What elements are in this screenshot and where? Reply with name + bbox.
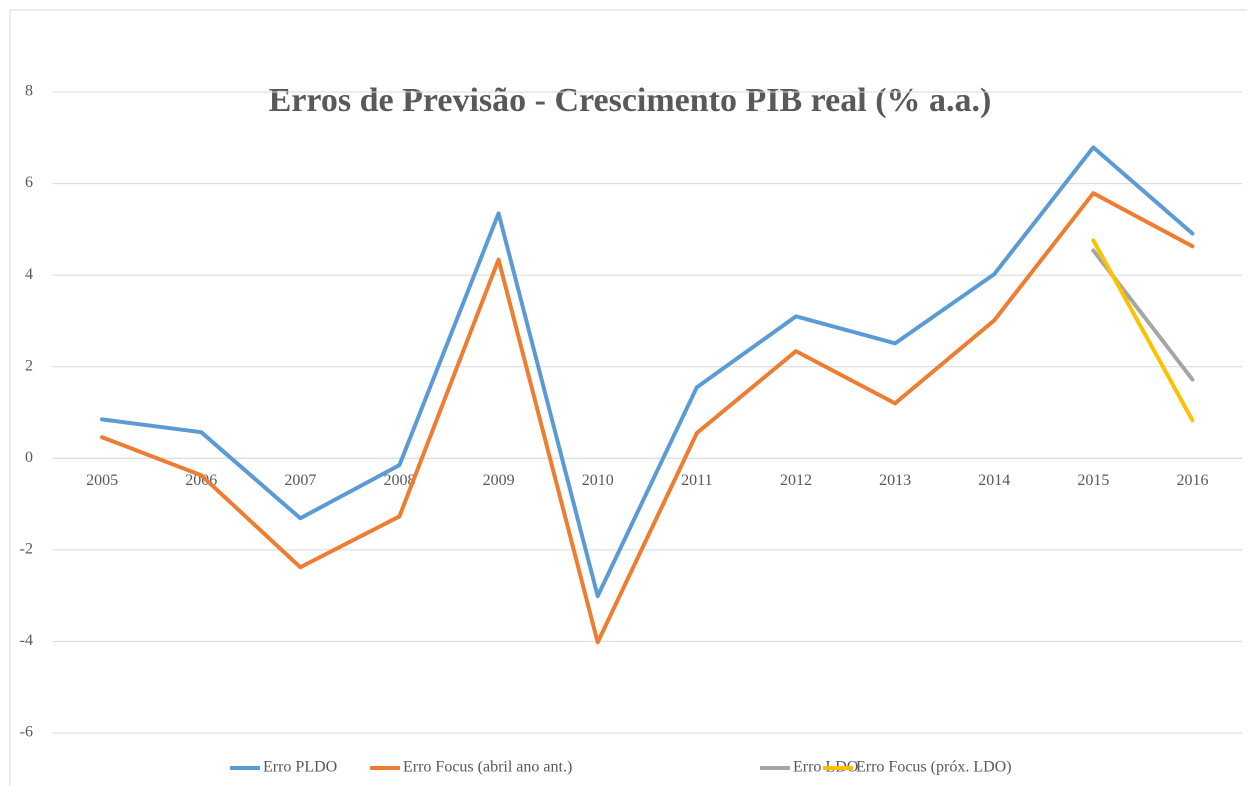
x-tick-label: 2008 xyxy=(383,472,415,489)
x-tick-label: 2011 xyxy=(681,472,712,489)
x-tick-label: 2005 xyxy=(86,472,118,489)
y-tick-label: -6 xyxy=(20,724,33,741)
x-tick-label: 2010 xyxy=(582,472,614,489)
y-tick-label: 4 xyxy=(25,266,33,283)
legend-label: Erro Focus (próx. LDO) xyxy=(856,759,1012,776)
y-tick-label: -4 xyxy=(20,632,33,649)
y-tick-label: 2 xyxy=(25,357,33,374)
x-tick-label: 2007 xyxy=(284,472,316,489)
x-tick-label: 2014 xyxy=(978,472,1010,489)
x-tick-label: 2015 xyxy=(1077,472,1109,489)
y-tick-label: 0 xyxy=(25,449,33,466)
legend-label: Erro PLDO xyxy=(263,759,337,776)
legend-label: Erro Focus (abril ano ant.) xyxy=(403,759,572,776)
y-tick-label: -2 xyxy=(20,541,33,558)
y-tick-label: 6 xyxy=(25,174,33,191)
y-tick-label: 8 xyxy=(25,83,33,100)
chart-border xyxy=(9,9,1247,786)
series-line xyxy=(1091,238,1195,423)
x-tick-label: 2012 xyxy=(780,472,812,489)
x-tick-label: 2009 xyxy=(483,472,515,489)
x-tick-label: 2013 xyxy=(879,472,911,489)
series-line xyxy=(100,145,1195,599)
x-tick-label: 2016 xyxy=(1176,472,1208,489)
series-line xyxy=(100,191,1195,645)
chart-title: Erros de Previsão - Crescimento PIB real… xyxy=(269,82,992,119)
